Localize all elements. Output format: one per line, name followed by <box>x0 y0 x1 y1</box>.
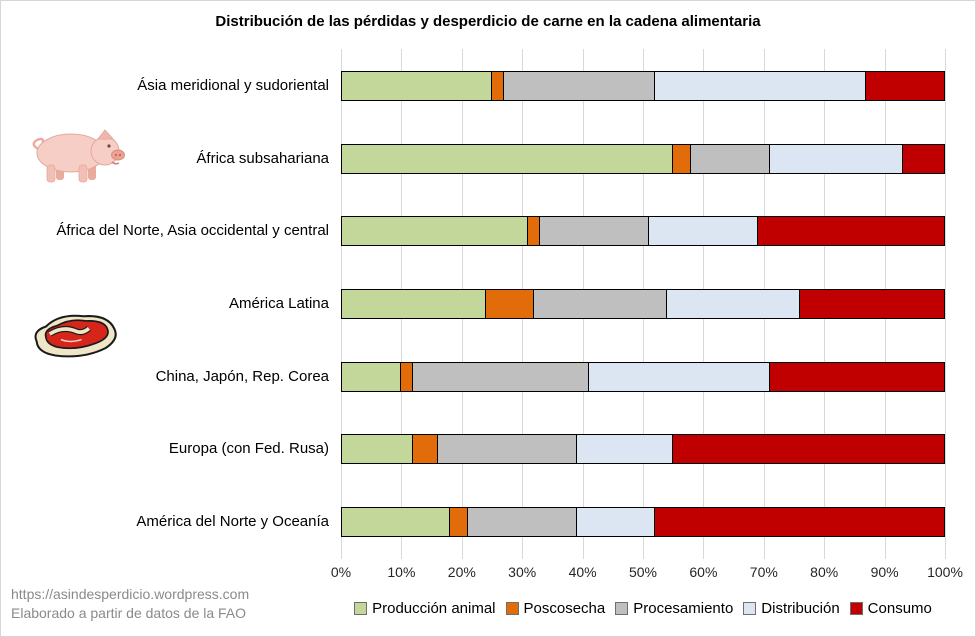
bar-segment-poscosecha <box>412 434 438 465</box>
source-url: https://asindesperdicio.wordpress.com <box>11 586 250 602</box>
bar-segment-consumo <box>756 216 945 247</box>
pig-snout <box>111 149 125 161</box>
x-axis-tick: 70% <box>749 564 778 580</box>
bar-segment-consumo <box>799 289 945 319</box>
x-axis-tick: 10% <box>387 564 416 580</box>
category-label: Ásia meridional y sudoriental <box>137 77 329 94</box>
pig-eye <box>107 144 111 148</box>
plot-area <box>341 49 946 559</box>
legend-item-distribucion: Distribución <box>743 600 840 617</box>
chart-title: Distribución de las pérdidas y desperdic… <box>215 13 761 30</box>
bar-segment-procesamiento <box>466 507 577 537</box>
pig-image <box>32 129 125 183</box>
legend-label: Producción animal <box>372 600 496 617</box>
bar-row <box>341 71 945 101</box>
bar-segment-procesamiento <box>690 143 770 174</box>
bar-segment-consumo <box>768 361 945 392</box>
gridline <box>945 49 946 559</box>
bar-row <box>341 361 945 392</box>
legend-item-poscosecha: Poscosecha <box>505 600 606 617</box>
source-note: https://asindesperdicio.wordpress.com El… <box>11 585 249 623</box>
steak-highlight <box>60 338 82 343</box>
x-axis-tick: 100% <box>927 564 963 580</box>
x-axis: 0% 10% 20% 30% 40% 50% 60% 70% 80% 90% 100% <box>331 564 963 584</box>
x-axis-tick: 50% <box>628 564 658 580</box>
bar-segment-produccion-animal <box>341 143 674 174</box>
bar-segment-produccion-animal <box>341 216 529 247</box>
x-axis-tick: 30% <box>508 564 537 580</box>
category-label: África del Norte, Asia occidental y cent… <box>56 222 329 240</box>
legend-item-consumo: Consumo <box>849 600 932 617</box>
bar-row <box>341 507 945 537</box>
bar-segment-distribucion <box>587 361 770 392</box>
x-axis-tick: 0% <box>330 564 352 580</box>
pig-mouth <box>111 161 120 165</box>
pig-leg <box>46 164 56 183</box>
pig-leg <box>78 164 88 183</box>
pig-ear <box>96 129 115 140</box>
category-label: China, Japón, Rep. Corea <box>155 367 329 385</box>
bar-segment-procesamiento <box>539 216 650 247</box>
legend-swatch <box>505 602 519 615</box>
x-axis-tick: 80% <box>810 564 839 580</box>
pig-nostril <box>118 153 122 157</box>
bar-row <box>341 289 945 319</box>
legend-label: Distribución <box>761 600 840 617</box>
legend-item-procesamiento: Procesamiento <box>615 600 733 617</box>
bar-segment-produccion-animal <box>341 507 450 537</box>
bar-segment-distribucion <box>575 507 656 537</box>
category-label: Europa (con Fed. Rusa) <box>168 440 329 458</box>
bar-segment-produccion-animal <box>341 289 486 319</box>
legend-item-produccion-animal: Producción animal <box>354 600 496 617</box>
x-axis-tick: 60% <box>689 564 718 580</box>
bar-segment-consumo <box>672 434 945 465</box>
bar-segment-consumo <box>865 71 945 101</box>
legend: Producción animal Poscosecha Procesamiento… <box>337 600 949 617</box>
x-axis-tick: 20% <box>447 564 476 580</box>
category-label: América del Norte y Oceanía <box>136 513 329 530</box>
bar-segment-produccion-animal <box>341 361 402 392</box>
legend-swatch <box>615 602 629 615</box>
legend-swatch <box>354 602 368 615</box>
bar-segment-consumo <box>654 507 945 537</box>
bar-segment-poscosecha <box>448 507 468 537</box>
bar-segment-procesamiento <box>412 361 589 392</box>
steak-bone <box>48 326 91 336</box>
legend-label: Consumo <box>867 600 932 617</box>
legend-swatch <box>743 602 757 615</box>
bar-segment-procesamiento <box>436 434 577 465</box>
bar-segment-distribucion <box>575 434 674 465</box>
bar-segment-procesamiento <box>533 289 668 319</box>
bar-row <box>341 143 945 174</box>
bar-segment-distribucion <box>648 216 758 247</box>
pig-nostril <box>114 153 118 157</box>
bar-segment-procesamiento <box>503 71 656 101</box>
steak-image <box>34 314 117 358</box>
bar-segment-produccion-animal <box>341 71 492 101</box>
legend-label: Poscosecha <box>523 600 606 617</box>
category-label: África subsahariana <box>196 149 329 167</box>
legend-swatch <box>849 602 863 615</box>
x-axis-tick: 90% <box>870 564 899 580</box>
bar-segment-distribucion <box>768 143 903 174</box>
x-axis-tick: 40% <box>568 564 597 580</box>
source-credit: Elaborado a partir de datos de la FAO <box>11 605 247 621</box>
bar-row <box>341 434 945 465</box>
bar-segment-consumo <box>901 143 945 174</box>
bar-row <box>341 216 945 247</box>
bar-segment-distribucion <box>654 71 867 101</box>
bar-segment-distribucion <box>666 289 801 319</box>
bar-segment-poscosecha <box>672 143 692 174</box>
bar-segment-produccion-animal <box>341 434 414 465</box>
category-label: América Latina <box>228 295 329 312</box>
bar-segment-poscosecha <box>484 289 535 319</box>
legend-label: Procesamiento <box>633 600 734 617</box>
